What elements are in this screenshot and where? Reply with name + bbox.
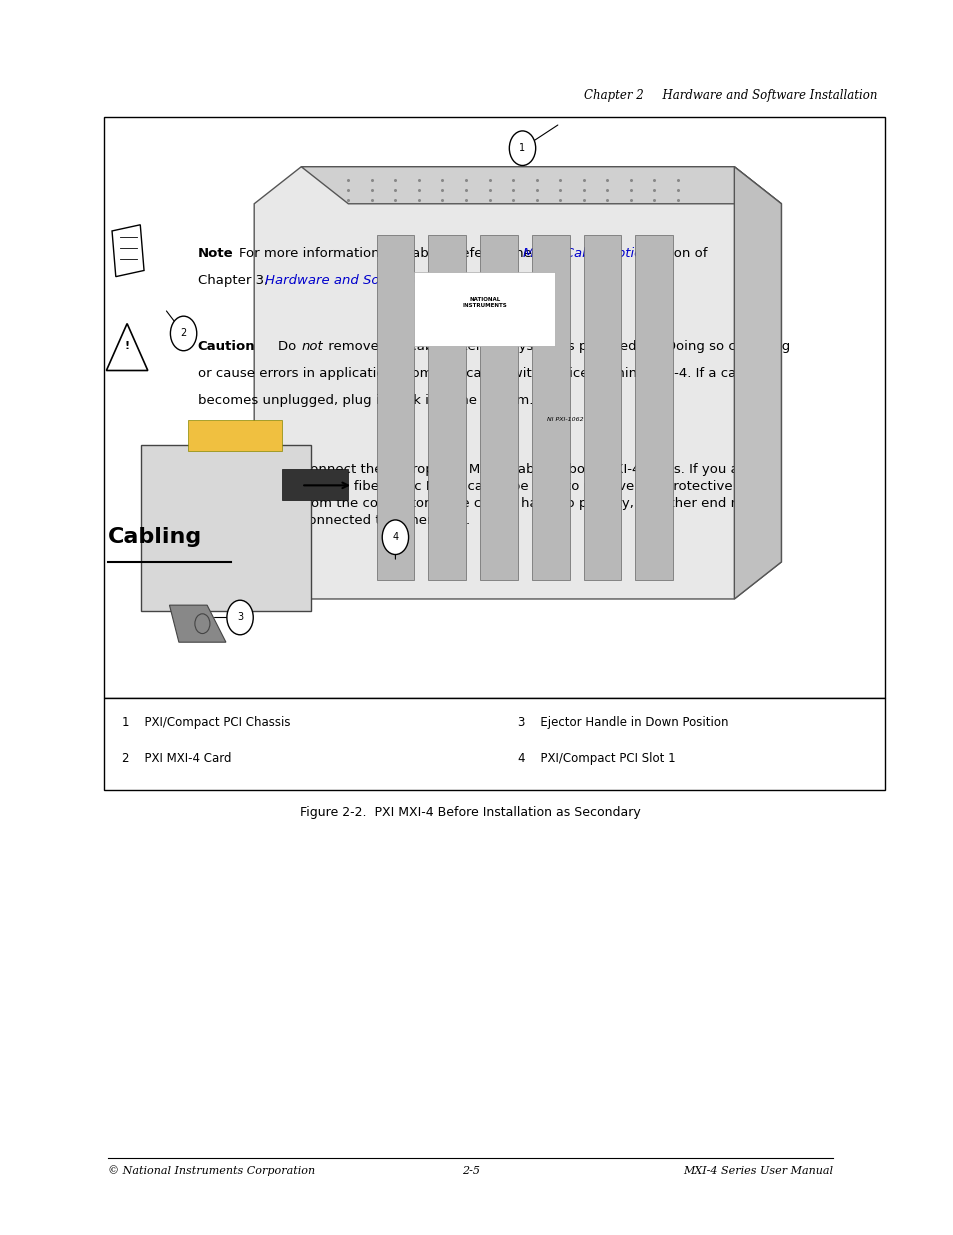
Polygon shape — [107, 324, 148, 370]
Text: 2-5: 2-5 — [461, 1166, 479, 1176]
Text: 3    Ejector Handle in Down Position: 3 Ejector Handle in Down Position — [517, 716, 727, 730]
Circle shape — [509, 131, 536, 165]
Text: Cabling: Cabling — [108, 527, 202, 547]
Text: 3: 3 — [236, 613, 243, 622]
Text: Figure 2-2.  PXI MXI-4 Before Installation as Secondary: Figure 2-2. PXI MXI-4 Before Installatio… — [300, 806, 640, 820]
Circle shape — [171, 316, 196, 351]
Bar — [479, 235, 517, 580]
Circle shape — [194, 614, 210, 634]
Circle shape — [382, 520, 408, 555]
Bar — [428, 235, 465, 580]
Text: becomes unplugged, plug it back into the system.: becomes unplugged, plug it back into the… — [197, 394, 533, 408]
Text: or cause errors in applications communicating with devices behind MXI-4. If a ca: or cause errors in applications communic… — [197, 367, 756, 380]
Text: .: . — [450, 274, 454, 288]
Text: 1    PXI/Compact PCI Chassis: 1 PXI/Compact PCI Chassis — [122, 716, 291, 730]
Text: Note: Note — [197, 247, 233, 261]
Text: section of: section of — [638, 247, 707, 261]
Polygon shape — [282, 469, 348, 500]
Polygon shape — [301, 167, 781, 204]
Bar — [104, 117, 884, 698]
Text: 4    PXI/Compact PCI Slot 1: 4 PXI/Compact PCI Slot 1 — [517, 752, 675, 766]
Polygon shape — [141, 445, 311, 611]
Text: © National Instruments Corporation: © National Instruments Corporation — [108, 1165, 315, 1176]
Text: Do: Do — [277, 340, 300, 353]
Polygon shape — [170, 605, 226, 642]
Bar — [414, 272, 555, 346]
Bar — [104, 698, 884, 790]
Polygon shape — [734, 167, 781, 599]
Text: NATIONAL
INSTRUMENTS: NATIONAL INSTRUMENTS — [462, 298, 507, 308]
Polygon shape — [253, 167, 781, 599]
Text: Connect the appropriate MXI-4 cable to both MXI-4 cards. If you are
using a fibe: Connect the appropriate MXI-4 cable to b… — [301, 463, 780, 527]
Text: NI PXI-1062: NI PXI-1062 — [546, 417, 582, 422]
Polygon shape — [112, 225, 144, 277]
Text: Chapter 3,: Chapter 3, — [197, 274, 272, 288]
Text: 2: 2 — [180, 329, 187, 338]
Text: not: not — [301, 340, 323, 353]
Bar — [635, 235, 673, 580]
Text: !: ! — [125, 341, 130, 351]
Text: remove the cable after the system is powered on. Doing so can hang: remove the cable after the system is pow… — [323, 340, 789, 353]
Bar — [188, 420, 282, 451]
Text: Chapter 2     Hardware and Software Installation: Chapter 2 Hardware and Software Installa… — [583, 89, 876, 103]
Bar — [376, 235, 414, 580]
Text: 2    PXI MXI-4 Card: 2 PXI MXI-4 Card — [122, 752, 232, 766]
Bar — [532, 235, 569, 580]
Text: 1: 1 — [518, 143, 525, 153]
Bar — [583, 235, 620, 580]
Text: For more information on cables, refer to the: For more information on cables, refer to… — [239, 247, 536, 261]
Text: 1.: 1. — [292, 463, 304, 477]
Text: Hardware and Software Overview: Hardware and Software Overview — [265, 274, 489, 288]
Circle shape — [227, 600, 253, 635]
Text: Caution: Caution — [197, 340, 255, 353]
Text: MXI-4 Cable Options: MXI-4 Cable Options — [523, 247, 658, 261]
Text: MXI-4 Series User Manual: MXI-4 Series User Manual — [682, 1166, 832, 1176]
Text: 4: 4 — [392, 532, 398, 542]
